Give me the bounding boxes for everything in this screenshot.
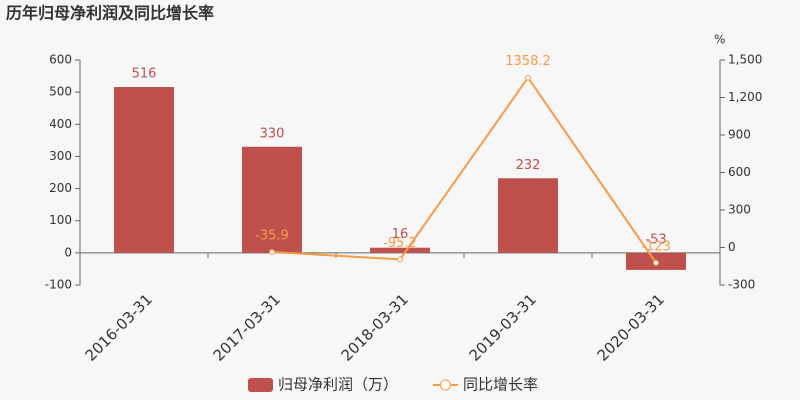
y-tick-label: 100 (49, 213, 72, 227)
y-tick-label: 500 (49, 85, 72, 99)
y2-tick-label: 0 (728, 240, 736, 254)
y2-axis-label: % (714, 33, 725, 47)
legend-label: 归母净利润（万） (278, 376, 398, 394)
y-tick-label: -100 (45, 278, 72, 292)
y-tick-label: 600 (49, 53, 72, 67)
bar-value-label: 232 (516, 158, 541, 173)
bar (114, 87, 174, 253)
y2-tick-label: 900 (728, 128, 751, 142)
line-point (397, 256, 403, 263)
bar (370, 247, 430, 253)
line-value-label: -35.9 (255, 228, 289, 243)
line (271, 75, 657, 264)
line-point (269, 248, 275, 255)
bar (242, 146, 302, 253)
y2-tick-label: 1,500 (728, 53, 762, 67)
line-point (525, 74, 531, 81)
y-tick-label: 200 (49, 181, 72, 195)
line-value-label: 1358.2 (505, 54, 551, 69)
y-tick-label: 0 (64, 245, 72, 259)
line-point (653, 259, 659, 266)
y2-tick-label: 600 (728, 165, 751, 179)
y2-tick-label: 1,200 (728, 90, 762, 104)
y2-tick-label: -300 (728, 278, 755, 292)
bar (498, 178, 558, 253)
line-value-label: -123 (641, 239, 671, 254)
bar-value-label: -53 (645, 232, 666, 247)
bar-value-label: 330 (260, 126, 285, 141)
line-value-label: -95.2 (383, 236, 417, 251)
bar-value-label: 16 (392, 227, 409, 242)
bar-value-label: 516 (132, 67, 157, 82)
legend-label: 同比增长率 (463, 376, 538, 394)
y-tick-label: 300 (49, 149, 72, 163)
y-tick-label: 400 (49, 117, 72, 131)
legend-swatch (248, 378, 273, 392)
legend-swatch (440, 379, 451, 391)
y2-tick-label: 300 (728, 203, 751, 217)
chart-title: 历年归母净利润及同比增长率 (6, 4, 214, 23)
